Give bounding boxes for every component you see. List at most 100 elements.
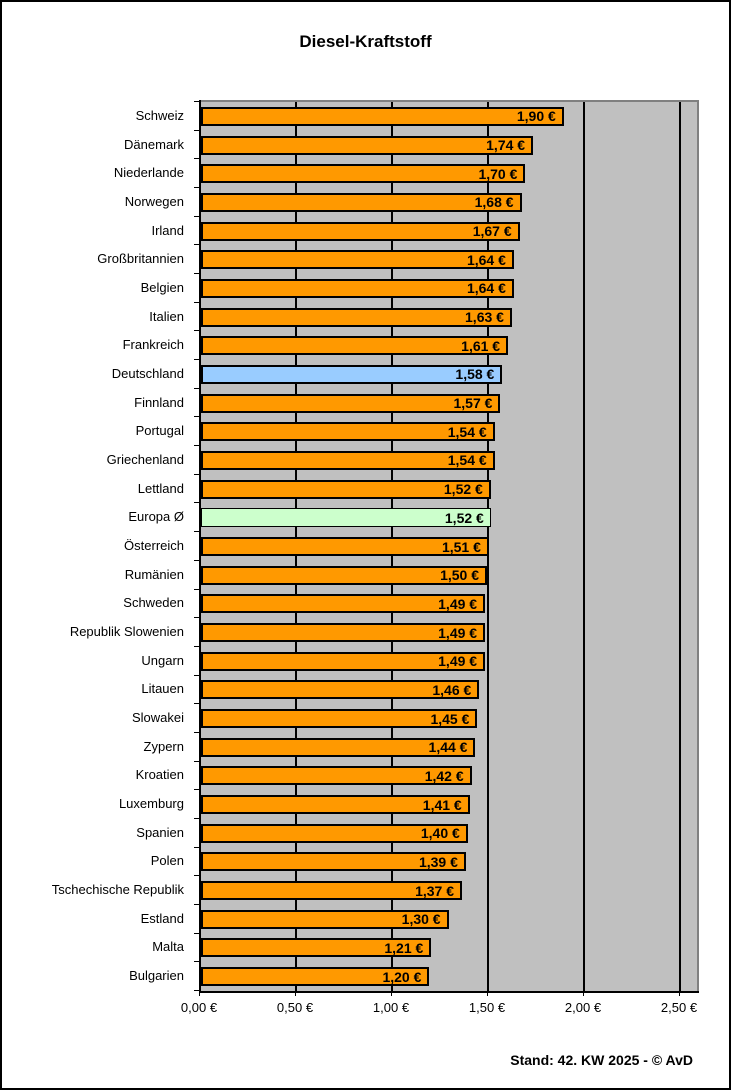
y-axis-tick: [194, 703, 200, 705]
bar-value-label: 1,64 €: [466, 251, 506, 268]
bar-value-label: 1,46 €: [432, 681, 472, 698]
y-axis-tick: [194, 215, 200, 217]
chart-footer: Stand: 42. KW 2025 - © AvD: [510, 1052, 693, 1068]
x-axis-line: [199, 991, 699, 993]
category-label: Lettland: [137, 480, 184, 496]
y-axis-tick: [194, 416, 200, 418]
y-axis-tick: [194, 301, 200, 303]
x-axis-tick: [679, 991, 680, 996]
bar-row: 1,90 €: [201, 106, 564, 126]
bar-value-label: 1,37 €: [415, 882, 455, 899]
category-label: Schweden: [123, 595, 184, 611]
category-label: Deutschland: [111, 366, 184, 382]
bar-value-label: 1,42 €: [424, 767, 464, 784]
bar-row: 1,40 €: [201, 823, 468, 843]
bar-row: 1,21 €: [201, 938, 432, 958]
y-axis-tick: [194, 445, 200, 447]
y-axis-tick: [194, 846, 200, 848]
category-label: Griechenland: [106, 452, 184, 468]
x-axis-tick: [583, 991, 584, 996]
y-axis-line: [199, 100, 201, 993]
x-axis-tick: [199, 991, 200, 996]
bar-value-label: 1,52 €: [443, 481, 483, 498]
bar-row: 1,44 €: [201, 737, 476, 757]
chart-title: Diesel-Kraftstoff: [299, 32, 432, 51]
bar-value-label: 1,40 €: [420, 825, 460, 842]
y-axis-tick: [194, 817, 200, 819]
category-label: Republik Slowenien: [69, 624, 184, 640]
y-axis-tick: [194, 158, 200, 160]
x-axis-tick-label: 0,50 €: [276, 1000, 314, 1015]
bar-row: 1,39 €: [201, 852, 466, 872]
bar-value-label: 1,67 €: [472, 223, 512, 240]
bar-value-label: 1,63 €: [465, 309, 504, 326]
bar-value-label: 1,21 €: [384, 939, 424, 956]
bar-value-label: 1,49 €: [438, 653, 478, 670]
bar-row: 1,51 €: [201, 537, 489, 556]
y-axis-tick: [194, 359, 200, 361]
x-axis-tick: [295, 991, 296, 996]
bar-row: 1,54 €: [201, 450, 495, 470]
bar-row: 1,30 €: [201, 909, 449, 929]
category-label: Luxemburg: [118, 796, 184, 812]
y-axis-tick: [194, 674, 200, 676]
y-axis-tick: [194, 101, 200, 102]
bar-value-label: 1,90 €: [516, 108, 556, 125]
x-axis-tick: [391, 991, 392, 996]
y-axis-tick: [194, 273, 200, 275]
bar-value-label: 1,39 €: [418, 853, 458, 870]
y-axis-tick: [194, 875, 200, 877]
y-axis-tick: [194, 617, 200, 619]
category-label: Bulgarien: [129, 968, 184, 984]
bar-row: 1,20 €: [201, 967, 430, 987]
y-axis-tick: [194, 330, 200, 332]
category-label: Irland: [151, 222, 184, 238]
category-label: Schweiz: [135, 108, 184, 123]
category-label: Rumänien: [124, 566, 184, 582]
category-label: Ungarn: [141, 652, 184, 668]
bar-row: 1,45 €: [201, 709, 478, 729]
gridline-2: [583, 102, 585, 991]
x-axis-tick-label: 2,00 €: [564, 1000, 602, 1015]
bar-row: 1,37 €: [201, 881, 463, 901]
x-axis-tick-label: 0,00 €: [180, 1000, 218, 1015]
bar-row: 1,42 €: [201, 766, 472, 786]
category-label: Polen: [150, 853, 184, 869]
bar-row: 1,49 €: [201, 651, 486, 671]
y-axis-tick: [194, 473, 200, 475]
bar-value-label: 1,50 €: [440, 567, 479, 584]
y-axis-tick: [194, 129, 200, 131]
y-axis-tick: [194, 903, 200, 905]
category-label: Österreich: [124, 538, 184, 554]
bar-row: 1,64 €: [201, 250, 514, 270]
bar-row: 1,74 €: [201, 135, 534, 155]
bar-row: 1,68 €: [201, 192, 522, 212]
bar-value-label: 1,30 €: [401, 911, 441, 928]
category-label: Zypern: [143, 738, 184, 754]
bar-row: 1,54 €: [201, 422, 495, 442]
category-label: Litauen: [141, 681, 184, 697]
bar-value-label: 1,54 €: [447, 423, 487, 440]
category-label: Estland: [140, 910, 184, 926]
y-axis-tick: [194, 760, 200, 762]
category-label: Tschechische Republik: [51, 882, 184, 898]
bar-value-label: 1,20 €: [382, 968, 422, 985]
y-axis-tick: [194, 645, 200, 647]
bar-row: 1,61 €: [201, 336, 509, 356]
y-axis-tick: [194, 990, 200, 991]
bar-row: 1,67 €: [201, 221, 520, 241]
bar-value-label: 1,61 €: [461, 337, 501, 354]
category-label: Norwegen: [124, 194, 184, 210]
y-axis-tick: [194, 531, 200, 533]
category-label: Belgien: [140, 280, 184, 296]
x-axis-tick: [487, 991, 488, 996]
x-axis-tick-label: 2,50 €: [660, 1000, 698, 1015]
bar-value-label: 1,57 €: [453, 395, 493, 412]
category-label: Malta: [152, 939, 184, 955]
bar-value-label: 1,58 €: [455, 366, 495, 383]
bar-value-label: 1,51 €: [441, 538, 481, 555]
x-axis-tick-label: 1,00 €: [372, 1000, 410, 1015]
bar-row: 1,41 €: [201, 795, 470, 815]
category-label: Großbritannien: [97, 251, 184, 267]
